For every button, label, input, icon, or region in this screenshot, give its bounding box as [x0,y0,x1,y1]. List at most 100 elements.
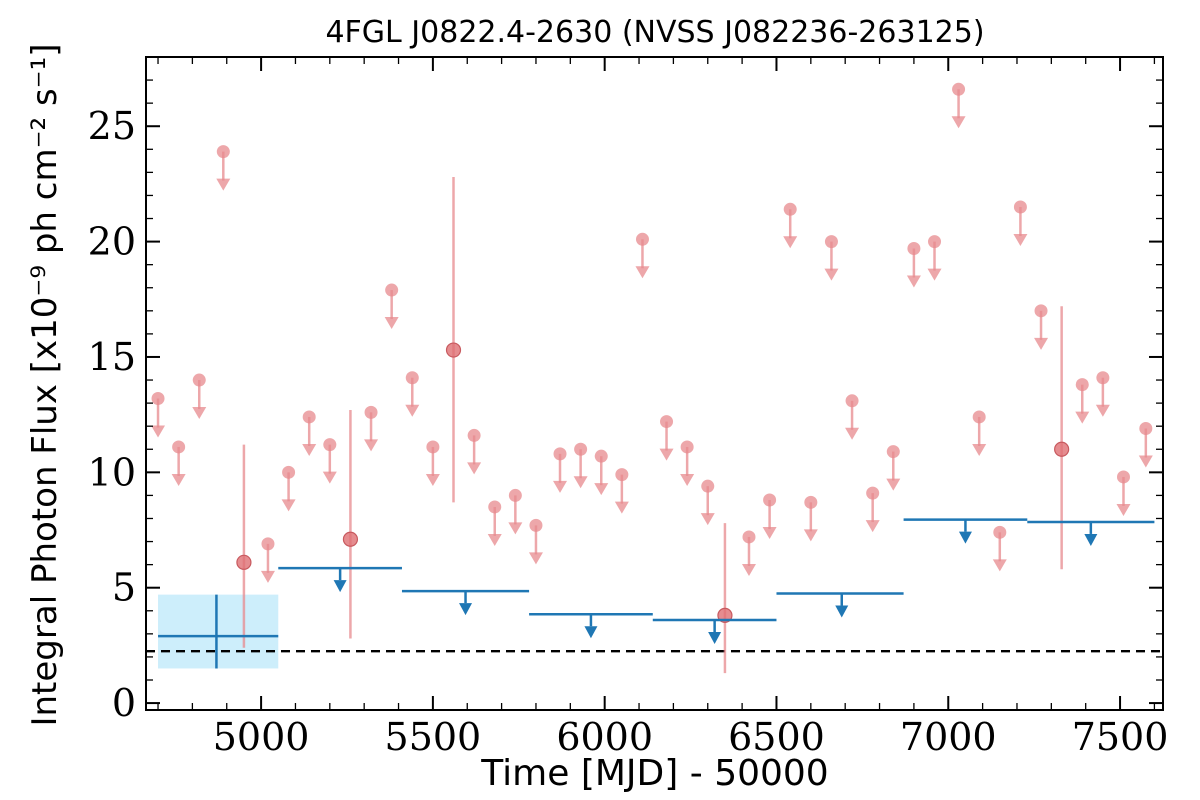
long-bin-upper-limit-arrow [1084,533,1098,546]
long-bin-upper-limit-arrow [708,632,722,645]
upper-limit-arrow [803,529,818,542]
upper-limit-point [508,488,522,502]
upper-limit-point [615,468,629,482]
upper-limit-arrow [364,439,379,452]
upper-limit-arrow [192,407,207,420]
upper-limit-point [405,371,419,385]
upper-limit-point [553,447,567,461]
upper-limit-arrow [322,471,337,484]
upper-limit-point [488,500,502,514]
upper-limit-point [594,449,608,463]
upper-limit-arrow [886,478,901,491]
upper-limit-arrow [384,317,399,330]
y-tick-label: 5 [112,566,136,610]
long-bin-upper-limit-arrow [584,626,598,639]
upper-limit-arrow [927,268,942,281]
upper-limit-point [824,235,838,249]
axes: 5000 5500 6000 6500 7000 7500 0 5 10 15 20 25 [88,56,1169,759]
upper-limit-arrow [1075,411,1090,424]
y-tick-label: 15 [88,335,136,379]
detection-point [236,554,252,570]
upper-limit-point [680,440,694,454]
detection-point [342,531,359,547]
upper-limit-point [701,479,715,493]
upper-limit-arrow [614,501,629,514]
y-tick-label: 25 [88,104,136,148]
long-bin-upper-limit-arrow [459,603,473,616]
upper-limit-arrow [553,480,568,493]
x-tick-label: 6500 [728,715,825,759]
upper-limit-point [928,235,942,249]
upper-limit-point [886,445,900,459]
upper-limit-point [151,391,165,405]
upper-limit-arrow [467,462,482,475]
upper-limit-arrow [1138,455,1153,468]
upper-limit-point [323,438,337,452]
upper-limit-point [783,202,797,216]
detection-point [445,342,462,358]
y-axis-label: Integral Photon Flux [x10⁻⁹ ph cm⁻² s⁻¹] [25,43,65,726]
upper-limit-arrow [783,236,798,249]
upper-limit-arrow [1116,503,1131,516]
upper-limit-arrow [260,570,275,583]
upper-limit-arrow [762,527,777,540]
x-axis-label: Time [MJD] - 50000 [480,753,828,794]
upper-limit-point [804,495,818,509]
upper-limit-point [660,415,674,429]
upper-limit-point [1139,421,1153,435]
upper-limit-arrow [992,559,1007,572]
x-tick-label: 5000 [213,715,310,759]
upper-limit-point [426,440,440,454]
upper-limit-point [282,465,296,479]
y-tick-label: 20 [88,220,136,264]
upper-limit-arrow [1034,337,1049,350]
upper-limit-arrow [700,513,715,526]
upper-limit-point [302,410,316,424]
upper-limit-arrow [405,404,420,417]
upper-limit-arrow [865,520,880,533]
upper-limit-point [574,442,588,456]
upper-limit-arrow [906,275,921,288]
upper-limit-point [172,440,186,454]
upper-limit-arrow [302,443,317,456]
upper-limit-arrow [151,425,166,438]
upper-limit-arrow [680,473,695,486]
upper-limit-arrow [487,533,502,546]
upper-limit-point [261,537,275,551]
upper-limit-arrow [573,476,588,489]
x-tick-label: 7500 [1072,715,1169,759]
detection-band [158,594,279,669]
y-tick-label: 0 [112,681,136,725]
long-bin-upper-limit-arrow [333,580,347,593]
upper-limit-point [467,428,481,442]
upper-limit-point [763,493,777,507]
upper-limit-point [1096,371,1110,385]
detection-point [1054,441,1070,457]
upper-limit-point [1116,470,1130,484]
plot-area [146,82,1163,674]
long-bin-upper-limit-arrow [958,531,972,544]
upper-limit-point [952,82,966,96]
upper-limit-arrow [824,268,839,281]
upper-limit-arrow [659,448,674,461]
upper-limit-arrow [171,473,186,486]
upper-limit-arrow [635,266,650,279]
plot-frame [145,56,1164,711]
upper-limit-point [742,530,756,544]
upper-limit-point [845,394,859,408]
upper-limit-arrow [425,473,440,486]
upper-limit-arrow [281,499,296,512]
upper-limit-point [993,525,1007,539]
y-tick-label: 10 [88,450,136,494]
upper-limit-point [1013,200,1027,214]
upper-limit-arrow [508,522,523,535]
upper-limit-arrow [216,178,231,191]
upper-limit-point [1075,378,1089,392]
upper-limit-arrow [951,116,966,129]
upper-limit-point [972,410,986,424]
chart-title: 4FGL J0822.4-2630 (NVSS J082236-263125) [325,15,984,50]
upper-limit-point [635,232,649,246]
x-tick-label: 5500 [385,715,482,759]
upper-limit-point [529,518,543,532]
